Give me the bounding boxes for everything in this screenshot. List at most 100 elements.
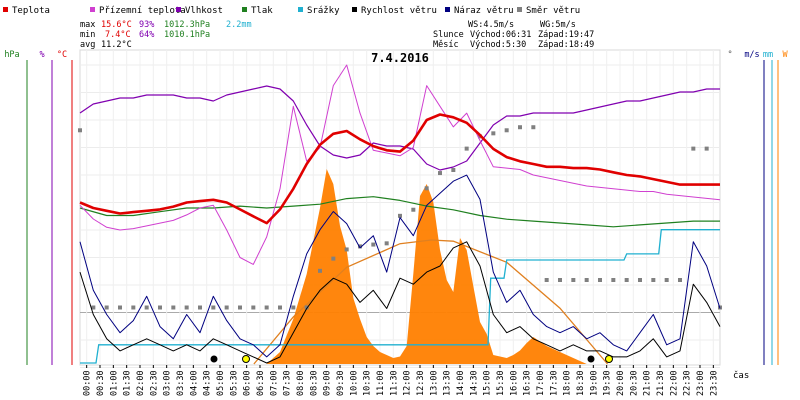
- stats-avg-temp: 11.2°C: [101, 40, 132, 50]
- axis-header-ms: m/s: [744, 50, 759, 60]
- legend: Teplota Přízemní teplota Vlhkost Tlak Sr…: [3, 6, 580, 16]
- x-tick-label-8: 04:00: [189, 370, 199, 396]
- wind-dir-point-18: [318, 268, 322, 273]
- moon-set-marker: [587, 355, 595, 363]
- wind-dir-point-33: [518, 125, 522, 130]
- x-tick-label-14: 07:00: [269, 370, 279, 396]
- x-tick-label-25: 12:30: [416, 370, 426, 396]
- x-tick-label-46: 23:00: [696, 370, 706, 396]
- series-rain: [80, 229, 720, 364]
- moon-set: Západ:18:49: [538, 40, 594, 50]
- stats-min-pres: 1010.1hPa: [164, 30, 210, 40]
- wind-ws: WS:4.5m/s: [468, 20, 514, 30]
- legend-swatch-wind-gust: [445, 7, 450, 12]
- legend-label-wind-speed: Rychlost větru: [361, 6, 437, 16]
- wind-wg: WG:5m/s: [540, 20, 576, 30]
- wind-dir-point-21: [358, 244, 362, 249]
- x-tick-label-22: 11:00: [376, 370, 386, 396]
- stats-max-temp: 15.6°C: [101, 20, 132, 30]
- wind-dir-point-36: [558, 278, 562, 283]
- series-pressure: [79, 196, 720, 228]
- ground-temp-line: [79, 64, 721, 265]
- sun-rise-marker: [242, 355, 250, 363]
- x-axis-label: čas: [733, 370, 749, 381]
- wind-dir-point-46: [691, 146, 696, 151]
- x-tick-label-0: 00:00: [83, 370, 93, 396]
- x-tick-label-11: 05:30: [229, 370, 239, 396]
- x-tick-label-18: 09:00: [323, 370, 333, 396]
- x-tick-label-2: 01:00: [109, 370, 119, 396]
- x-tick-label-17: 08:30: [309, 370, 319, 396]
- sun-label: Slunce: [433, 30, 464, 40]
- wind-dir-point-41: [624, 278, 629, 283]
- wind-dir-point-32: [504, 128, 509, 133]
- wind-dir-point-22: [371, 242, 376, 247]
- legend-swatch-pressure: [242, 7, 247, 12]
- sun-rise: Východ:06:31: [470, 30, 531, 40]
- x-tick-label-35: 17:30: [549, 370, 559, 396]
- sun-set-marker: [605, 355, 613, 363]
- wind-dir-point-35: [544, 278, 549, 283]
- legend-item-ground-temp: Přízemní teplota: [90, 6, 186, 16]
- stats: max 15.6°C 93% 1012.3hPa 2.2mm min 7.4°C…: [80, 20, 252, 50]
- x-tick-label-15: 07:30: [283, 370, 293, 396]
- x-tick-label-30: 15:00: [483, 370, 493, 396]
- legend-label-humidity: Vlhkost: [185, 6, 223, 16]
- x-tick-label-42: 21:00: [643, 370, 653, 396]
- wind-dir-point-16: [291, 305, 296, 310]
- wind-dir-point-1: [91, 305, 96, 310]
- wind-dir-point-40: [611, 278, 616, 283]
- x-tick-label-38: 19:00: [589, 370, 599, 396]
- legend-swatch-wind-dir: [517, 7, 522, 12]
- x-tick-label-28: 14:00: [456, 370, 466, 396]
- wind-dir-point-8: [184, 305, 189, 310]
- stats-max-pres: 1012.3hPa: [164, 20, 210, 30]
- sun-elevation-line: [253, 239, 608, 365]
- x-tick-label-29: 14:30: [469, 370, 479, 396]
- wind-dir-point-13: [251, 305, 256, 310]
- x-tick-label-4: 02:00: [136, 370, 146, 396]
- x-tick-label-44: 22:00: [669, 370, 679, 396]
- x-tick-label-33: 16:30: [523, 370, 533, 396]
- axis-header-watt: W: [782, 50, 788, 60]
- wind-dir-point-11: [224, 305, 229, 310]
- wind-dir-point-23: [384, 241, 389, 246]
- temperature-line: [79, 113, 720, 225]
- stats-min-hum: 64%: [139, 30, 154, 40]
- plot-frame: [79, 49, 721, 366]
- wind-dir-point-15: [278, 305, 282, 310]
- wind-dir-point-12: [238, 305, 242, 310]
- moon-rise: Východ:5:30: [470, 40, 526, 50]
- wind-dir-point-4: [131, 305, 136, 310]
- x-tick-label-34: 17:00: [536, 370, 546, 396]
- x-tick-label-27: 13:30: [443, 370, 453, 396]
- stats-max-label: max: [80, 20, 95, 30]
- wind-dir-point-45: [678, 278, 682, 283]
- stats-max-rain: 2.2mm: [226, 20, 252, 30]
- wind-dir-point-34: [531, 125, 536, 130]
- wind-dir-point-25: [411, 207, 416, 212]
- x-tick-label-12: 06:00: [243, 370, 253, 396]
- wind-dir-point-24: [398, 213, 402, 218]
- x-tick-label-20: 10:00: [349, 370, 359, 396]
- wind-dir-point-43: [651, 278, 656, 283]
- wind-dir-point-10: [211, 305, 216, 310]
- x-tick-label-23: 11:30: [389, 370, 399, 396]
- wind-dir-point-37: [571, 278, 576, 283]
- legend-item-temp: Teplota: [3, 6, 50, 16]
- x-tick-label-5: 02:30: [149, 370, 159, 396]
- wind-dir-point-38: [584, 278, 589, 283]
- x-tick-label-45: 22:30: [683, 370, 693, 396]
- series-ground-temperature: [79, 64, 721, 265]
- wind-dir-point-20: [344, 247, 349, 252]
- legend-label-temp: Teplota: [12, 6, 50, 16]
- wind-speed-line: [79, 241, 721, 364]
- axis-header-hpa: hPa: [4, 50, 19, 60]
- x-tick-label-16: 08:00: [296, 370, 306, 396]
- wind-dir-point-42: [638, 278, 642, 283]
- wind-dir-point-31: [491, 131, 496, 136]
- legend-label-pressure: Tlak: [251, 6, 273, 16]
- series-humidity: [79, 85, 720, 171]
- wind-dir-point-28: [451, 168, 456, 173]
- legend-item-wind-gust: Náraz větru: [445, 6, 514, 16]
